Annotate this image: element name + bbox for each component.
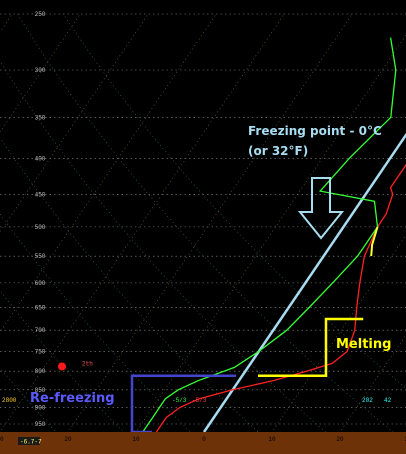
pressure-tick-950: 950 bbox=[35, 421, 46, 428]
dewpoint-value: -5/3 bbox=[172, 397, 187, 404]
right-value-2: 42 bbox=[384, 397, 392, 404]
pressure-tick-300: 300 bbox=[35, 67, 46, 74]
freezing-line bbox=[202, 132, 406, 433]
series-dewpoint bbox=[142, 37, 397, 433]
level-marker-label: 2th bbox=[82, 360, 93, 367]
pressure-tick-350: 350 bbox=[35, 114, 46, 121]
pressure-tick-650: 650 bbox=[35, 304, 46, 311]
temperature-tick--20: 20 bbox=[64, 436, 72, 443]
isobar-gridlines bbox=[0, 13, 406, 425]
bottom-readout: -6.7-7 bbox=[20, 439, 42, 446]
temperature-tick-30: 30 bbox=[404, 436, 406, 443]
pressure-tick-850: 850 bbox=[35, 387, 46, 394]
pressure-tick-700: 700 bbox=[35, 327, 46, 334]
temperature-tick-10: 10 bbox=[268, 436, 276, 443]
series-parcel-segment bbox=[370, 226, 379, 257]
temperature-value: -5/3 bbox=[192, 397, 207, 404]
melting-label: Melting bbox=[336, 337, 391, 352]
pressure-tick-400: 400 bbox=[35, 155, 46, 162]
right-value-1: 202 bbox=[362, 397, 373, 404]
temperature-tick--30: 30 bbox=[0, 436, 4, 443]
temperature-tick--10: 10 bbox=[132, 436, 140, 443]
freezing-label-line1: Freezing point - 0°C bbox=[248, 124, 382, 138]
refreezing-label: Re-freezing bbox=[30, 391, 115, 406]
dry-adiabat bbox=[0, 289, 131, 441]
freezing-label-line2: (or 32°F) bbox=[248, 144, 308, 158]
pressure-tick-450: 450 bbox=[35, 192, 46, 199]
pressure-tick-900: 900 bbox=[35, 404, 46, 411]
height-label: 2800 bbox=[2, 397, 17, 404]
pressure-tick-labels: 250 300 350 400 450 500 550 600 650 700 750 800 850 9… bbox=[35, 11, 46, 428]
pressure-tick-550: 550 bbox=[35, 253, 46, 260]
refreezing-bracket bbox=[130, 374, 236, 434]
temperature-tick-labels: 30 20 10 0 10 20 30 bbox=[0, 436, 406, 443]
bottom-readout-box bbox=[18, 437, 40, 445]
dry-adiabat-gridlines bbox=[0, 13, 406, 441]
pressure-tick-600: 600 bbox=[35, 280, 46, 287]
down-arrow-icon bbox=[297, 177, 345, 240]
pressure-tick-750: 750 bbox=[35, 348, 46, 355]
freezing-annotation: Freezing point - 0°C (or 32°F) bbox=[248, 124, 382, 240]
pressure-tick-250: 250 bbox=[35, 11, 46, 18]
temperature-axis-strip bbox=[0, 432, 406, 454]
melting-bracket bbox=[258, 317, 364, 378]
temperature-tick-20: 20 bbox=[336, 436, 344, 443]
pressure-tick-500: 500 bbox=[35, 224, 46, 231]
dry-adiabat bbox=[0, 137, 267, 441]
dry-adiabat bbox=[17, 13, 403, 441]
temperature-tick-0: 0 bbox=[202, 436, 206, 443]
pressure-tick-800: 800 bbox=[35, 368, 46, 375]
level-marker-dot bbox=[58, 362, 66, 371]
